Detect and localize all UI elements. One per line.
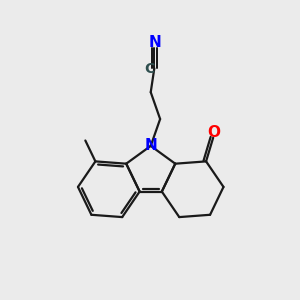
Text: N: N [148, 35, 161, 50]
Text: C: C [144, 62, 154, 76]
Text: N: N [145, 138, 158, 153]
Text: O: O [208, 125, 220, 140]
